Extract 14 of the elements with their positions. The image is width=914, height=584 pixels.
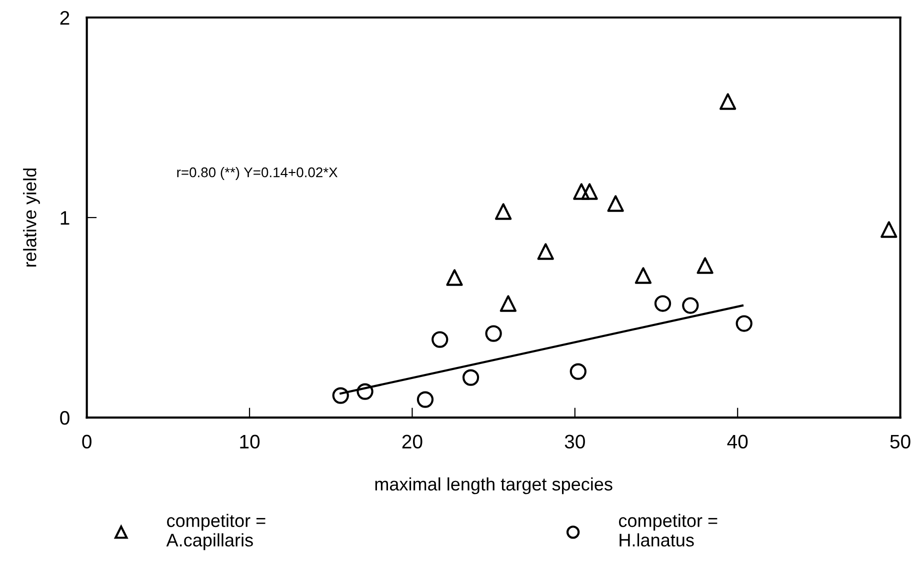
y-tick-label: 1 xyxy=(60,211,70,225)
annotation: r=0.80 (**) Y=0.14+0.02*X xyxy=(177,167,338,180)
x-tick-label: 20 xyxy=(402,434,422,449)
x-tick-label: 30 xyxy=(564,434,585,449)
y-tick-label: 0 xyxy=(60,411,70,425)
x-tick-label: 50 xyxy=(890,434,910,449)
x-tick-label: 0 xyxy=(82,434,92,449)
x-tick-label: 40 xyxy=(727,434,748,449)
x-tick-label: 10 xyxy=(240,434,260,449)
x-axis-title: maximal length target species xyxy=(375,477,612,494)
y-tick-label: 2 xyxy=(60,10,70,25)
y-axis-title: relative yield xyxy=(23,168,40,267)
legend-label: competitor = H.lanatus xyxy=(618,514,718,547)
legend-label: competitor = A.capillaris xyxy=(166,514,266,550)
